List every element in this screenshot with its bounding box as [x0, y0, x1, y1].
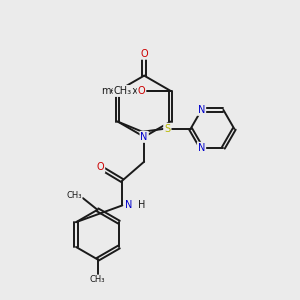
Text: O: O: [140, 49, 148, 59]
Text: O: O: [138, 86, 145, 96]
Text: CH₃: CH₃: [66, 191, 82, 200]
Text: O: O: [97, 163, 104, 172]
Text: N: N: [140, 132, 148, 142]
Text: O: O: [136, 86, 143, 96]
Text: N: N: [125, 200, 132, 210]
Text: N: N: [198, 143, 205, 153]
Text: N: N: [198, 105, 205, 115]
Text: S: S: [164, 124, 170, 134]
Text: methoxy: methoxy: [101, 86, 144, 96]
Text: H: H: [138, 200, 145, 210]
Text: CH₃: CH₃: [113, 86, 132, 96]
Text: CH₃: CH₃: [90, 275, 105, 284]
